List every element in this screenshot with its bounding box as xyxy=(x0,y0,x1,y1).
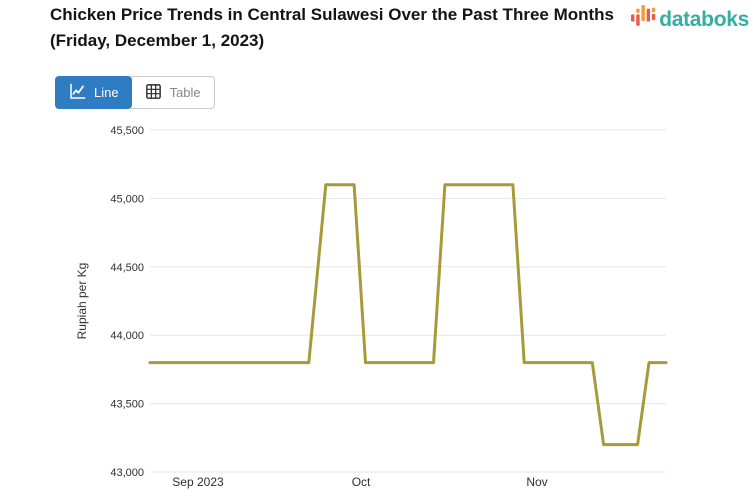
y-axis-label: 43,500 xyxy=(110,399,144,411)
x-axis-label: Oct xyxy=(352,475,371,489)
x-axis-label: Sep 2023 xyxy=(172,475,224,489)
y-axis-label: 43,000 xyxy=(110,467,144,479)
chart-area: 45,500 45,000 44,500 44,000 43,500 43,000 Sep … xyxy=(0,115,753,498)
price-line-series[interactable] xyxy=(148,183,668,447)
line-chart-icon xyxy=(68,82,87,104)
y-axis-label: 45,000 xyxy=(110,193,144,205)
databoks-logo[interactable]: databoks xyxy=(631,5,749,35)
view-toggle: Line Table xyxy=(55,76,215,109)
x-axis-label: Nov xyxy=(526,475,547,489)
databoks-logo-icon xyxy=(631,5,656,35)
y-axis-label: 45,500 xyxy=(110,125,144,137)
price-line-chart[interactable]: 45,500 45,000 44,500 44,000 43,500 43,000 Sep … xyxy=(0,115,753,498)
table-icon xyxy=(144,82,163,104)
databoks-logo-text: databoks xyxy=(659,8,749,31)
y-axis-title: Rupiah per Kg xyxy=(75,263,89,340)
table-view-label: Table xyxy=(169,85,201,100)
page-title: Chicken Price Trends in Central Sulawesi… xyxy=(50,5,615,50)
line-view-button[interactable]: Line xyxy=(55,76,132,109)
y-axis-label: 44,500 xyxy=(110,262,144,274)
line-view-label: Line xyxy=(94,85,119,100)
y-axis-label: 44,000 xyxy=(110,330,144,342)
table-view-button[interactable]: Table xyxy=(130,76,215,109)
